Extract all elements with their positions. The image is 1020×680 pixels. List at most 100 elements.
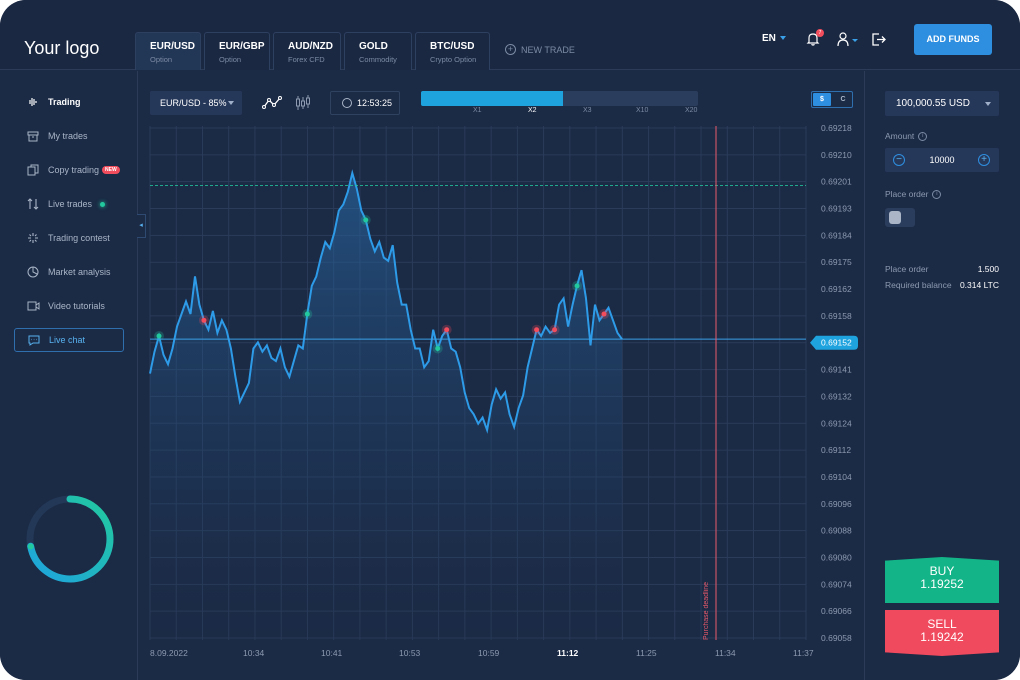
tab-eur-usd[interactable]: EUR/USD Option xyxy=(135,32,201,70)
sidebar-item-video-tutorials[interactable]: Video tutorials xyxy=(14,294,124,318)
notification-badge: 7 xyxy=(816,29,824,37)
x-tick-label: 11:34 xyxy=(715,648,736,658)
y-tick-label: 0.69112 xyxy=(821,445,851,455)
multiplier-x3[interactable]: X3 xyxy=(583,107,592,114)
trade-marker xyxy=(534,327,540,333)
pair-selector-label: EUR/USD - 85% xyxy=(160,98,227,108)
y-tick-label: 0.69088 xyxy=(821,526,852,536)
decrease-amount-button[interactable]: − xyxy=(893,154,905,166)
chevron-down-icon xyxy=(779,36,786,41)
multiplier-x2[interactable]: X2 xyxy=(528,107,537,114)
y-tick-label: 0.69162 xyxy=(821,284,852,294)
info-icon[interactable]: i xyxy=(932,189,942,199)
balance-selector[interactable]: 100,000.55 USD xyxy=(885,91,999,116)
y-tick-label: 0.69080 xyxy=(821,552,852,562)
sidebar-item-market-analysis[interactable]: Market analysis xyxy=(14,260,124,284)
place-order-label-row: Place order i xyxy=(885,189,942,199)
buy-price: 1.19252 xyxy=(920,577,964,591)
chevron-down-icon xyxy=(228,101,234,105)
sidebar-item-label: Live chat xyxy=(49,335,86,345)
amount-input[interactable]: 10000 xyxy=(929,155,955,165)
currency-usd-button[interactable]: $ xyxy=(813,93,831,106)
required-balance-label: Required balance xyxy=(885,280,952,290)
y-tick-label: 0.69152 xyxy=(821,338,852,348)
tab-btc-usd[interactable]: BTC/USD Crypto Option xyxy=(415,32,490,70)
balance-value: 100,000.55 USD xyxy=(896,98,970,109)
multiplier-bar[interactable] xyxy=(421,91,698,106)
y-tick-label: 0.69132 xyxy=(821,391,852,401)
multiplier-x20[interactable]: X20 xyxy=(685,107,698,114)
add-funds-button[interactable]: ADD FUNDS xyxy=(914,24,992,55)
tab-type: Crypto Option xyxy=(430,55,477,64)
clock-icon xyxy=(342,98,352,108)
y-tick-label: 0.69210 xyxy=(821,150,852,160)
tab-aud-nzd[interactable]: AUD/NZD Forex CFD xyxy=(273,32,341,70)
buy-button[interactable]: BUY 1.19252 xyxy=(885,557,999,603)
required-balance-value: 0.314 LTC xyxy=(959,280,999,290)
tab-gold[interactable]: GOLD Commodity xyxy=(344,32,412,70)
user-icon[interactable] xyxy=(837,31,859,47)
sidebar-item-trading-contest[interactable]: Trading contest xyxy=(14,226,124,250)
sidebar-item-label: Trading xyxy=(48,97,81,107)
progress-ring-dot xyxy=(27,543,34,550)
plus-circle-icon: + xyxy=(505,44,516,55)
sell-price: 1.19242 xyxy=(920,630,964,644)
progress-ring-arc xyxy=(26,495,114,583)
pair-selector[interactable]: EUR/USD - 85% xyxy=(150,91,242,115)
tab-name: AUD/NZD xyxy=(288,41,333,52)
x-tick-label: 10:41 xyxy=(321,648,343,658)
tab-name: GOLD xyxy=(359,41,388,52)
pie-icon xyxy=(26,265,40,279)
video-icon xyxy=(26,299,40,313)
x-tick-label: 11:37 xyxy=(793,648,814,658)
sidebar-item-my-trades[interactable]: My trades xyxy=(14,124,124,148)
y-tick-label: 0.69218 xyxy=(821,123,852,133)
bell-icon[interactable] xyxy=(806,32,820,46)
sidebar-item-live-chat[interactable]: Live chat xyxy=(14,328,124,352)
x-tick-label: 11:25 xyxy=(636,648,657,658)
tab-type: Option xyxy=(219,55,242,64)
trade-marker xyxy=(552,327,558,333)
sidebar-item-label: Trading contest xyxy=(48,233,110,243)
chat-icon xyxy=(27,333,41,347)
x-tick-label: 10:34 xyxy=(243,648,265,658)
currency-alt-button[interactable]: C xyxy=(840,96,846,103)
sidebar-item-copy-trading[interactable]: Copy trading NEW xyxy=(14,158,124,182)
trade-marker xyxy=(304,311,310,317)
timer-value: 12:53:25 xyxy=(357,98,393,108)
x-tick-label: 8.09.2022 xyxy=(150,648,188,658)
increase-amount-button[interactable]: + xyxy=(978,154,990,166)
trade-marker xyxy=(601,311,607,317)
amount-stepper: − 10000 + xyxy=(885,148,999,172)
price-chart[interactable]: 0.69218 0.69210 0.69201 0.69193 0.69184 0.691… xyxy=(140,118,865,668)
buy-label: BUY xyxy=(929,564,955,578)
arrows-updown-icon xyxy=(26,197,40,211)
y-tick-label: 0.69201 xyxy=(821,177,852,187)
multiplier-x10[interactable]: X10 xyxy=(636,107,649,114)
sidebar-item-label: Copy trading xyxy=(48,165,100,175)
sell-label: SELL xyxy=(927,617,957,631)
top-bar: Your logo EUR/USD Option EUR/GBP Option … xyxy=(0,0,1020,70)
place-order-label: Place order xyxy=(885,189,929,199)
info-icon[interactable]: i xyxy=(918,131,928,141)
line-chart-icon[interactable] xyxy=(262,94,282,112)
place-order-row: Place order 1.500 xyxy=(885,264,999,274)
purchase-deadline-label: Purchase deadline xyxy=(703,582,710,640)
sell-button[interactable]: SELL 1.19242 xyxy=(885,610,999,656)
logo: Your logo xyxy=(24,38,100,58)
sidebar-item-trading[interactable]: Trading xyxy=(14,90,124,114)
collapse-sidebar-button[interactable]: ◂ xyxy=(137,214,146,238)
tab-name: BTC/USD xyxy=(430,41,475,52)
sidebar-item-live-trades[interactable]: Live trades xyxy=(14,192,124,216)
y-tick-label: 0.69193 xyxy=(821,204,852,214)
logout-icon[interactable] xyxy=(871,32,887,47)
new-trade-label: NEW TRADE xyxy=(521,44,575,55)
amount-label: Amount xyxy=(885,131,915,141)
new-trade-button[interactable]: + NEW TRADE xyxy=(505,44,575,55)
candlestick-icon[interactable] xyxy=(295,94,311,112)
multiplier-x1[interactable]: X1 xyxy=(473,107,482,114)
language-selector[interactable]: EN xyxy=(762,33,786,44)
place-order-toggle[interactable] xyxy=(885,208,915,227)
tab-eur-gbp[interactable]: EUR/GBP Option xyxy=(204,32,270,70)
